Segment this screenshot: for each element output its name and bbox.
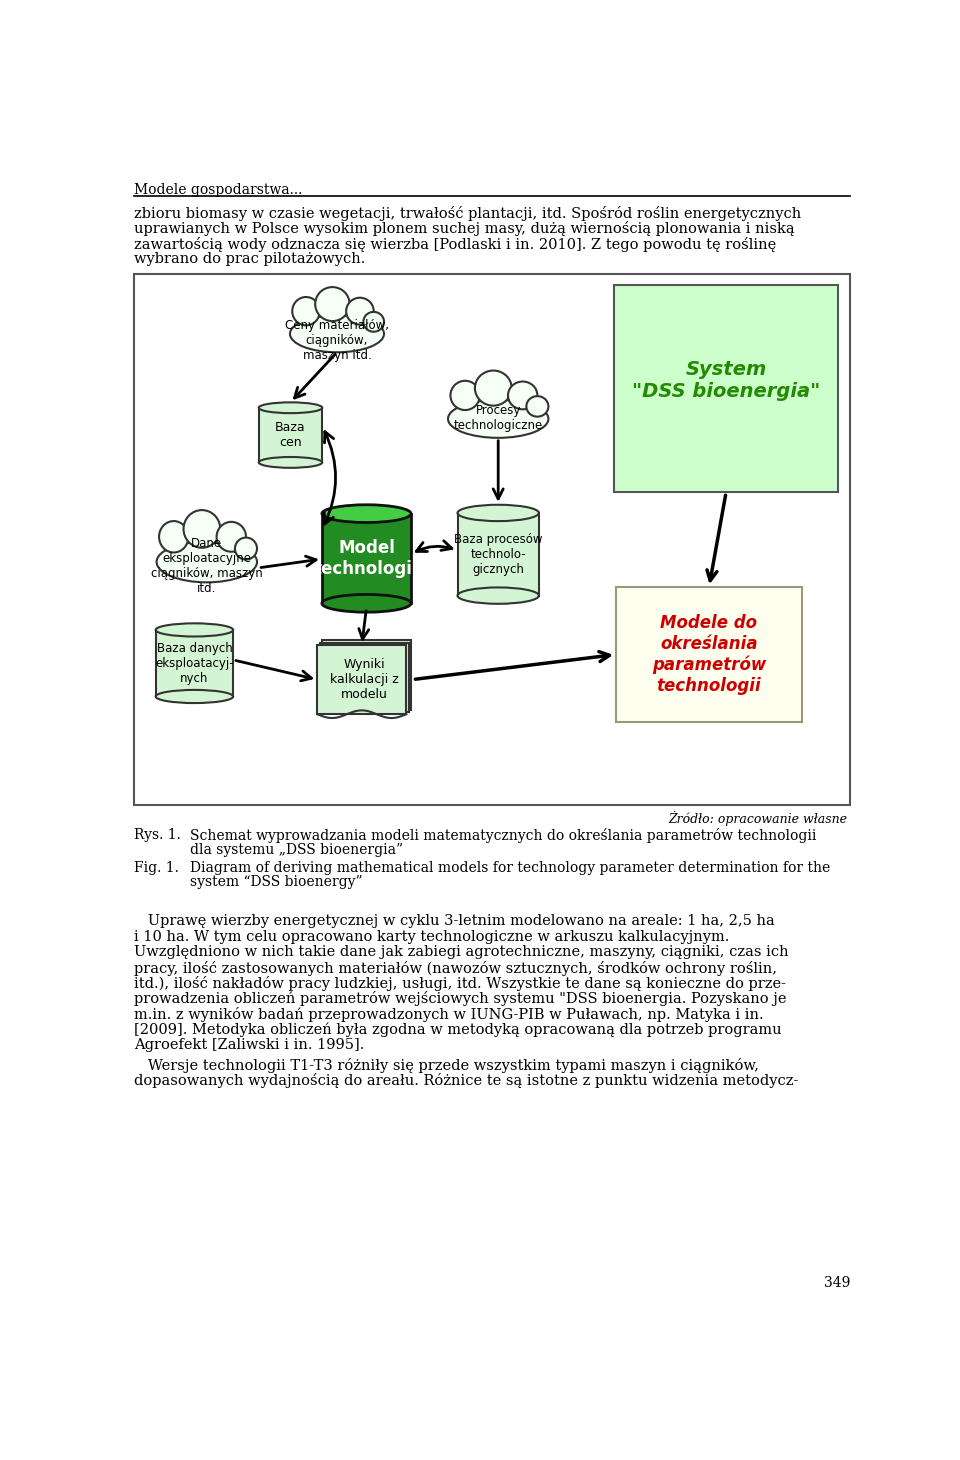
Ellipse shape	[364, 312, 384, 331]
Text: Procesy
technologiczne: Procesy technologiczne	[453, 404, 542, 432]
Text: Schemat wyprowadzania modeli matematycznych do określania parametrów technologii: Schemat wyprowadzania modeli matematyczn…	[190, 828, 816, 844]
Ellipse shape	[315, 288, 349, 321]
Text: dla systemu „DSS bioenergia”: dla systemu „DSS bioenergia”	[190, 842, 403, 857]
Text: system “DSS bioenergy”: system “DSS bioenergy”	[190, 875, 362, 889]
Ellipse shape	[475, 371, 512, 406]
Ellipse shape	[322, 594, 411, 612]
Ellipse shape	[156, 542, 257, 583]
Text: Fig. 1.: Fig. 1.	[134, 860, 179, 875]
Text: Modele gospodarstwa...: Modele gospodarstwa...	[134, 182, 302, 197]
Text: pracy, ilość zastosowanych materiałów (nawozów sztucznych, środków ochrony rośli: pracy, ilość zastosowanych materiałów (n…	[134, 961, 777, 975]
Text: Wyniki
kalkulacji z
modelu: Wyniki kalkulacji z modelu	[329, 658, 398, 701]
Text: wybrano do prac pilotażowych.: wybrano do prac pilotażowych.	[134, 253, 366, 266]
Ellipse shape	[322, 505, 411, 523]
Ellipse shape	[259, 457, 323, 467]
Bar	[614, 285, 838, 492]
Text: Diagram of deriving mathematical models for technology parameter determination f: Diagram of deriving mathematical models …	[190, 860, 830, 875]
Text: Baza procesów
technolo-
gicznych: Baza procesów technolo- gicznych	[454, 533, 542, 575]
Ellipse shape	[183, 510, 220, 548]
Text: [2009]. Metodyka obliczeń była zgodna w metodyką opracowaną dla potrzeb programu: [2009]. Metodyka obliczeń była zgodna w …	[134, 1022, 781, 1037]
Ellipse shape	[526, 396, 548, 416]
Bar	[134, 274, 850, 804]
Text: Rys. 1.: Rys. 1.	[134, 828, 180, 842]
Text: zbioru biomasy w czasie wegetacji, trwałość plantacji, itd. Spośród roślin energ: zbioru biomasy w czasie wegetacji, trwał…	[134, 206, 802, 220]
Text: Uwzględniono w nich takie dane jak zabiegi agrotechniczne, maszyny, ciągniki, cz: Uwzględniono w nich takie dane jak zabie…	[134, 945, 788, 959]
Text: uprawianych w Polsce wysokim plonem suchej masy, dużą wiernością plonowania i ni: uprawianych w Polsce wysokim plonem such…	[134, 222, 795, 237]
Text: Ceny materiałów,
ciągników,
maszyn itd.: Ceny materiałów, ciągników, maszyn itd.	[285, 320, 389, 362]
Text: Żródło: opracowanie własne: Żródło: opracowanie własne	[668, 812, 847, 826]
Text: Wersje technologii T1-T3 różniły się przede wszystkim typami maszyn i ciągników,: Wersje technologii T1-T3 różniły się prz…	[134, 1057, 758, 1073]
Bar	[458, 512, 539, 596]
Ellipse shape	[458, 587, 539, 604]
Text: dopasowanych wydajnością do areału. Różnice te są istotne z punktu widzenia meto: dopasowanych wydajnością do areału. Różn…	[134, 1073, 799, 1088]
Ellipse shape	[235, 537, 257, 559]
Text: prowadzenia obliczeń parametrów wejściowych systemu "DSS bioenergia. Pozyskano j: prowadzenia obliczeń parametrów wejściow…	[134, 991, 786, 1006]
Ellipse shape	[450, 381, 480, 410]
Bar	[259, 407, 323, 463]
Bar	[322, 514, 411, 603]
Text: Baza danych
eksploatacyj-
nych: Baza danych eksploatacyj- nych	[156, 642, 233, 685]
Bar	[317, 645, 406, 714]
Bar	[320, 642, 409, 712]
Text: Modele do
określania
parametrów
technologii: Modele do określania parametrów technolo…	[652, 615, 766, 695]
Ellipse shape	[448, 400, 548, 438]
Ellipse shape	[259, 403, 323, 413]
Bar	[616, 587, 802, 721]
Bar	[322, 641, 411, 710]
Bar	[156, 629, 233, 696]
Text: System
"DSS bioenergia": System "DSS bioenergia"	[632, 361, 820, 402]
Text: i 10 ha. W tym celu opracowano karty technologiczne w arkuszu kalkulacyjnym.: i 10 ha. W tym celu opracowano karty tec…	[134, 930, 730, 943]
Text: zawartością wody odznacza się wierzba [Podlaski i in. 2010]. Z tego powodu tę ro: zawartością wody odznacza się wierzba [P…	[134, 237, 777, 251]
Text: Model
technologii: Model technologii	[314, 539, 419, 578]
Text: Agroefekt [Zaliwski i in. 1995].: Agroefekt [Zaliwski i in. 1995].	[134, 1038, 365, 1051]
Ellipse shape	[347, 298, 373, 324]
Text: Dane
eksploatacyjne
ciągników, maszyn
itd.: Dane eksploatacyjne ciągników, maszyn it…	[151, 537, 263, 596]
Ellipse shape	[217, 521, 246, 552]
Text: 349: 349	[824, 1276, 850, 1291]
Text: itd.), ilość nakładów pracy ludzkiej, usługi, itd. Wszystkie te dane są konieczn: itd.), ilość nakładów pracy ludzkiej, us…	[134, 975, 786, 991]
Ellipse shape	[156, 623, 233, 637]
Text: Baza
cen: Baza cen	[276, 420, 306, 450]
Ellipse shape	[508, 381, 538, 409]
Ellipse shape	[156, 691, 233, 704]
Ellipse shape	[292, 296, 320, 326]
Ellipse shape	[458, 505, 539, 521]
Ellipse shape	[290, 315, 384, 352]
Text: m.in. z wyników badań przeprowadzonych w IUNG-PIB w Puławach, np. Matyka i in.: m.in. z wyników badań przeprowadzonych w…	[134, 1007, 763, 1022]
Ellipse shape	[159, 521, 188, 552]
Text: Uprawę wierzby energetycznej w cyklu 3-letnim modelowano na areale: 1 ha, 2,5 ha: Uprawę wierzby energetycznej w cyklu 3-l…	[134, 914, 775, 929]
